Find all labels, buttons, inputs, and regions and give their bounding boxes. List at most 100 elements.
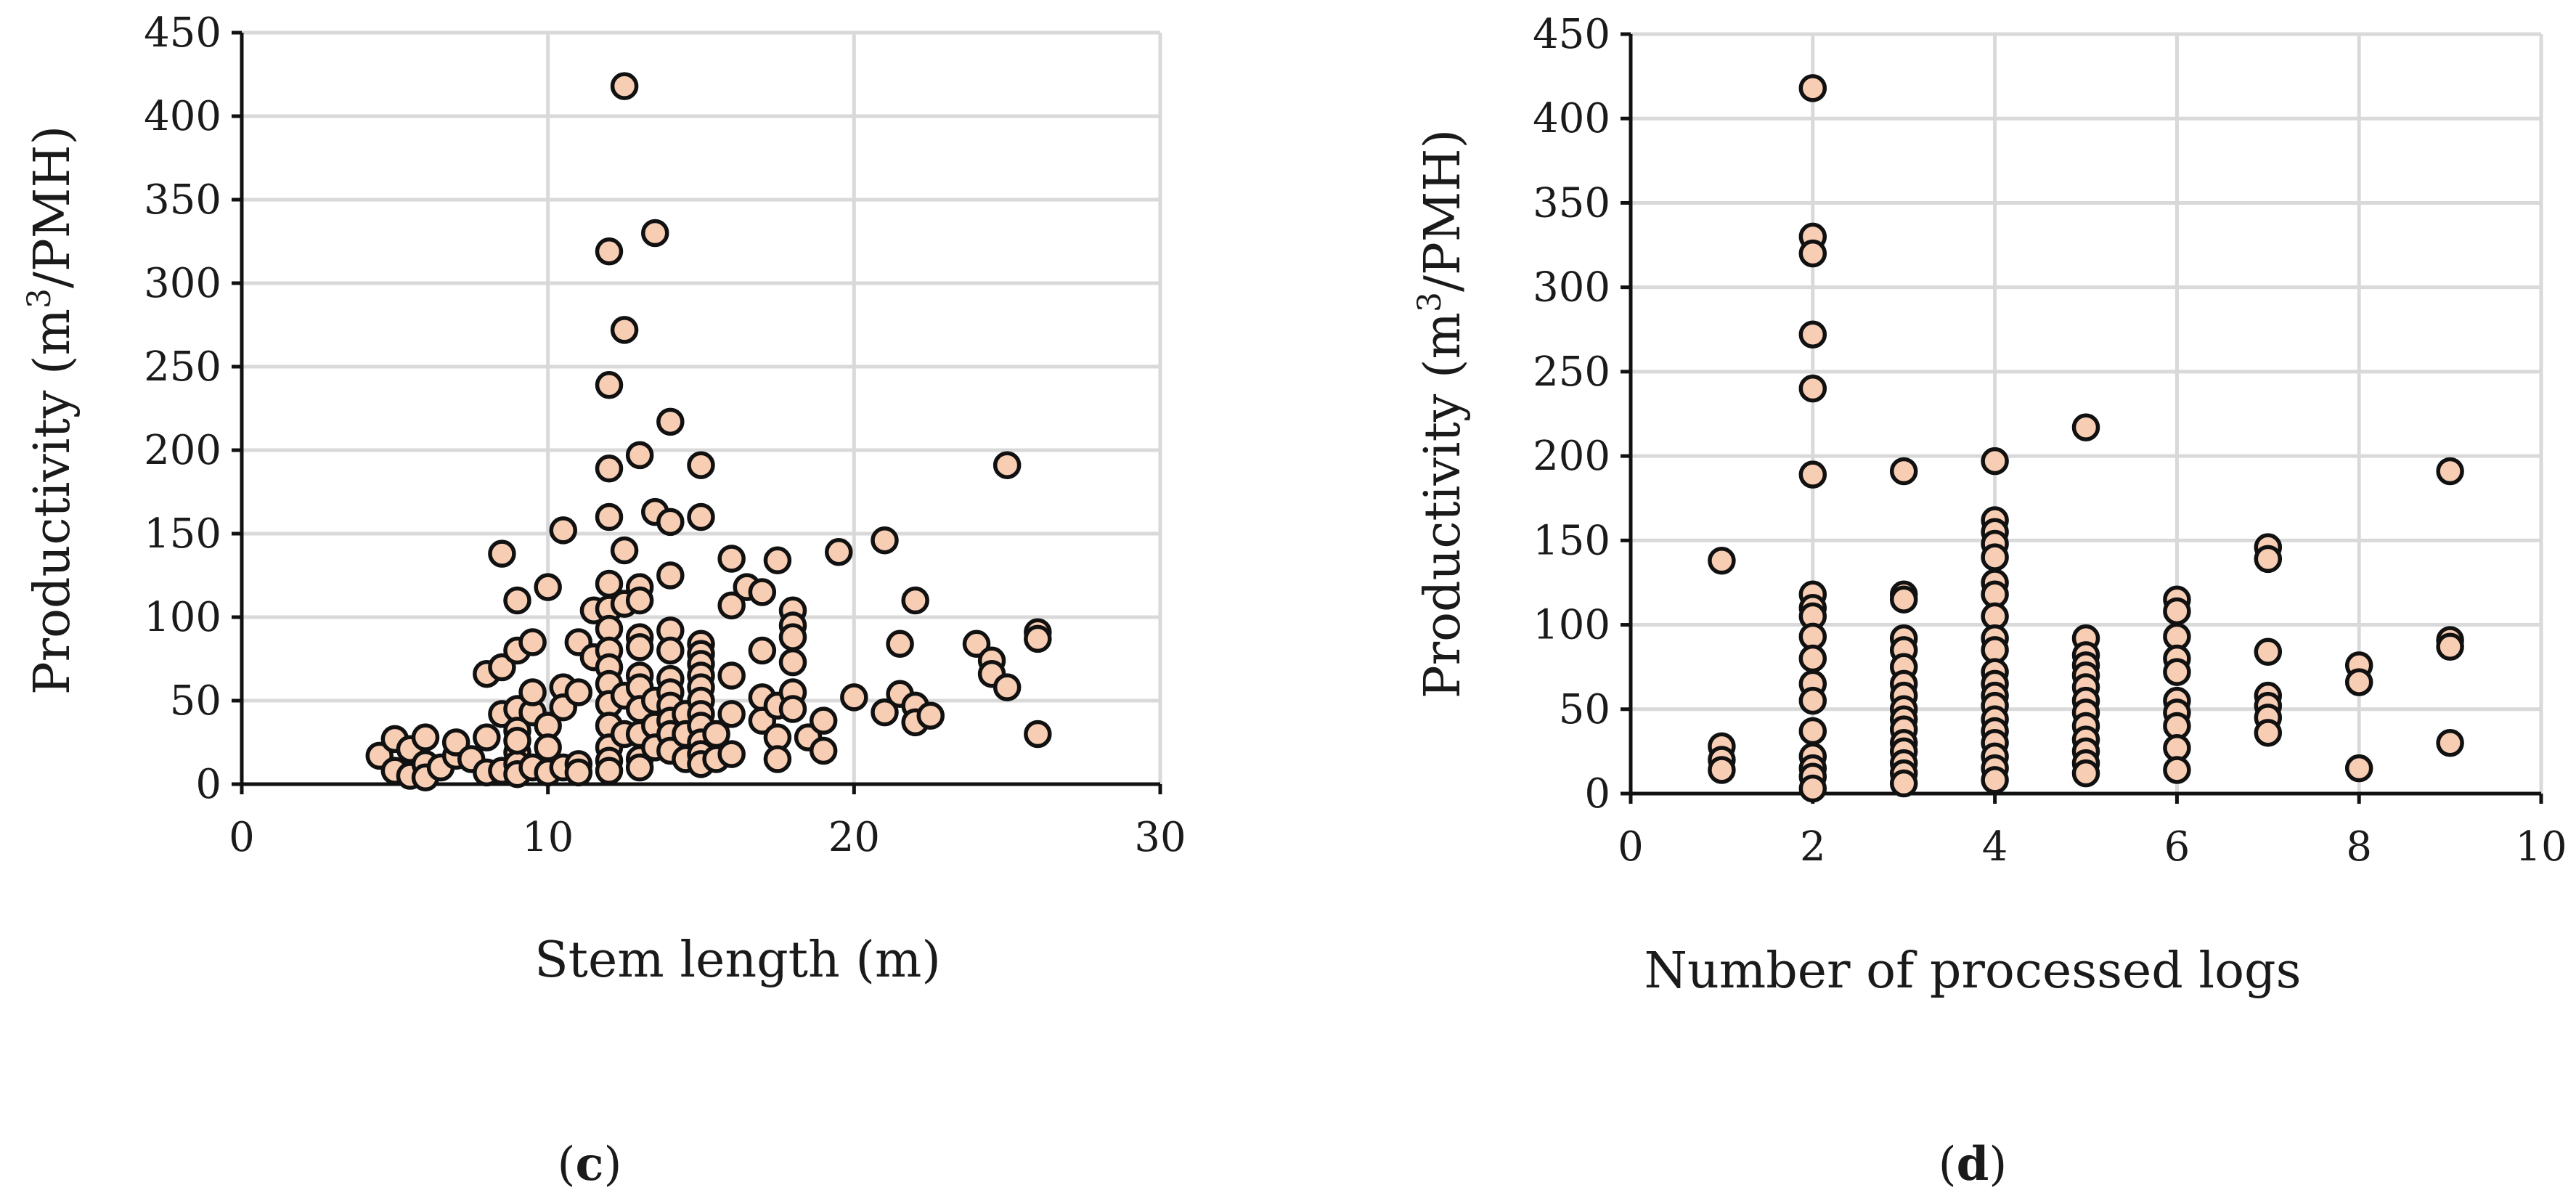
data-point (1024, 720, 1052, 749)
y-axis-title-sup: 3 (21, 288, 58, 309)
data-point (1981, 543, 2009, 571)
data-point (610, 72, 639, 100)
data-point (825, 538, 853, 566)
data-point (763, 745, 792, 773)
data-point (1798, 320, 1827, 349)
y-axis-title: Productivity (m3/PMH) (1411, 129, 1472, 698)
x-tick-label: 10 (2515, 823, 2567, 871)
y-tick-label: 0 (1584, 770, 1610, 818)
x-tick-label: 10 (522, 814, 574, 861)
data-point (778, 623, 807, 651)
data-points (365, 72, 1052, 792)
y-tick-label: 300 (1533, 264, 1610, 311)
x-tick-label: 0 (229, 814, 255, 861)
data-point (1024, 624, 1052, 653)
data-point (962, 629, 991, 659)
y-tick-label: 200 (1533, 433, 1610, 480)
x-tick-label: 0 (1618, 823, 1644, 871)
data-point (1981, 447, 2009, 476)
data-point (503, 726, 531, 755)
data-point (518, 678, 547, 706)
data-point (1798, 74, 1827, 102)
data-point (1889, 769, 1918, 798)
data-point (549, 516, 577, 545)
chart-panel-c: 0 50 100 150 200 250 300 350 400 450 0 10 20 30 Stem … (21, 9, 1186, 1191)
data-point (871, 698, 899, 727)
data-point (1798, 460, 1827, 489)
y-tick-label: 400 (144, 93, 221, 140)
data-points (1708, 74, 2464, 803)
data-point (778, 695, 807, 723)
y-axis-title-prefix: Productivity (m (1414, 312, 1472, 698)
y-axis-title-prefix: Productivity (m (24, 309, 81, 695)
data-point (1798, 717, 1827, 746)
y-axis-title: Productivity (m3/PMH) (21, 126, 81, 695)
x-tick-label: 8 (2346, 823, 2372, 871)
tick-labels: 0 50 100 150 200 250 300 350 400 450 0 10 20 30 (144, 9, 1186, 861)
y-axis-title-sup: 3 (1411, 292, 1448, 312)
tick-labels: 0 50 100 150 200 250 300 350 400 450 0 2 4 6 8 10 (1533, 11, 2567, 871)
data-point (687, 451, 715, 479)
chart-panel-d: 0 50 100 150 200 250 300 350 400 450 0 2 4 6 8 10 Numbe… (1411, 11, 2567, 1191)
data-point (595, 455, 624, 483)
data-point (441, 728, 470, 757)
data-point (488, 653, 516, 682)
panel-letter-c: c (576, 1137, 604, 1191)
data-point (1708, 756, 1736, 784)
data-point (1798, 774, 1827, 803)
data-point (488, 539, 516, 568)
data-point (656, 561, 685, 590)
data-point (2254, 637, 2283, 666)
data-point (687, 502, 715, 531)
data-point (886, 629, 914, 659)
data-point (763, 546, 792, 575)
data-point (2436, 729, 2464, 757)
data-point (1889, 585, 1918, 614)
data-point (1889, 457, 1918, 486)
y-tick-label: 0 (195, 761, 221, 808)
panel-label-d: (d) (1939, 1137, 2008, 1191)
data-point (2254, 545, 2283, 574)
y-tick-label: 400 (1533, 95, 1610, 142)
data-point (2344, 754, 2373, 783)
y-tick-label: 350 (144, 176, 221, 224)
data-point (717, 591, 746, 620)
data-point (641, 219, 669, 248)
y-axis-title-suffix: /PMH) (1414, 129, 1472, 292)
data-point (748, 578, 777, 606)
data-point (503, 586, 531, 615)
data-point (595, 757, 624, 785)
data-point (871, 526, 899, 555)
data-point (2436, 457, 2464, 486)
panel-label-c: (c) (558, 1137, 622, 1191)
data-point (2344, 668, 2373, 696)
data-point (411, 723, 440, 751)
y-tick-label: 200 (144, 427, 221, 474)
y-tick-label: 300 (144, 260, 221, 307)
data-point (595, 502, 624, 531)
y-tick-label: 50 (1559, 686, 1610, 733)
data-point (534, 573, 562, 601)
y-tick-label: 50 (170, 677, 221, 725)
data-point (1981, 766, 2009, 794)
x-tick-label: 6 (2164, 823, 2190, 871)
data-point (1798, 686, 1827, 715)
data-point (625, 633, 654, 661)
data-point (916, 701, 945, 730)
data-point (595, 237, 624, 266)
data-point (809, 736, 838, 765)
data-point (1798, 644, 1827, 673)
data-point (901, 586, 929, 615)
data-point (2071, 413, 2100, 441)
data-point (2254, 719, 2283, 747)
data-point (2163, 597, 2191, 626)
data-point (2163, 756, 2191, 784)
y-tick-label: 450 (1533, 11, 1610, 58)
data-point (564, 758, 593, 787)
data-point (2436, 632, 2464, 661)
x-axis-title: Stem length (m) (534, 932, 941, 989)
data-point (1798, 239, 1827, 268)
y-tick-label: 450 (144, 9, 221, 57)
y-tick-label: 100 (1533, 602, 1610, 649)
